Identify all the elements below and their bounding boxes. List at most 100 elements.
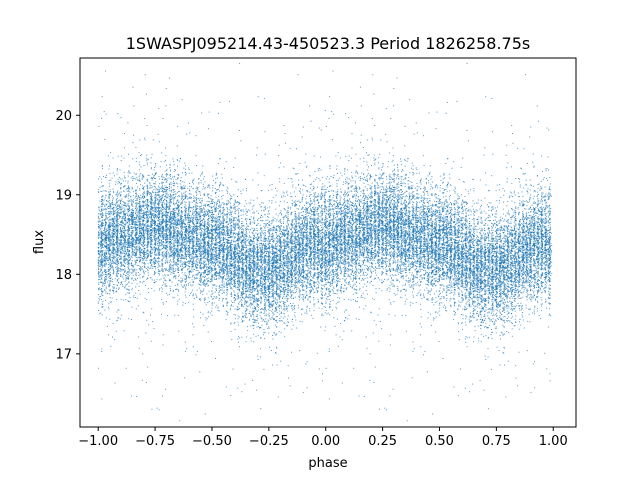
- data-point: [361, 255, 363, 256]
- data-point: [261, 202, 263, 204]
- data-point: [158, 214, 160, 216]
- data-point: [463, 267, 465, 268]
- data-point: [199, 298, 201, 300]
- data-point: [322, 219, 323, 221]
- data-point: [166, 168, 168, 170]
- data-point: [492, 282, 494, 284]
- data-point: [360, 195, 362, 197]
- data-point: [208, 290, 210, 292]
- data-point: [259, 269, 261, 271]
- data-point: [142, 200, 144, 202]
- data-point: [227, 264, 229, 266]
- data-point: [110, 301, 112, 303]
- data-point: [238, 270, 240, 271]
- data-point: [483, 236, 485, 238]
- data-point: [547, 264, 549, 266]
- data-point: [309, 247, 310, 249]
- data-point: [177, 314, 179, 316]
- data-point: [225, 283, 227, 284]
- data-point: [420, 183, 422, 185]
- data-point: [306, 238, 308, 240]
- data-point: [314, 230, 316, 231]
- data-point: [295, 228, 297, 230]
- data-point: [209, 260, 211, 262]
- data-point: [172, 271, 174, 273]
- data-point: [512, 288, 514, 290]
- data-point: [270, 302, 272, 304]
- data-point: [204, 255, 206, 257]
- data-point: [130, 232, 132, 234]
- data-point: [279, 178, 281, 180]
- data-point: [479, 311, 481, 313]
- data-point: [219, 190, 221, 192]
- data-point: [321, 297, 323, 299]
- data-point: [211, 225, 213, 227]
- data-point: [469, 287, 470, 289]
- data-point: [378, 263, 380, 265]
- data-point: [336, 286, 338, 288]
- data-point: [150, 223, 152, 225]
- data-point: [237, 341, 239, 343]
- data-point: [545, 205, 547, 207]
- data-point: [248, 243, 250, 245]
- data-point: [347, 257, 349, 259]
- data-point: [267, 314, 269, 316]
- data-point: [338, 236, 340, 238]
- data-point: [474, 244, 475, 246]
- data-point: [284, 297, 286, 299]
- data-point: [344, 194, 346, 196]
- data-point: [207, 245, 209, 246]
- data-point: [329, 225, 331, 227]
- data-point: [268, 265, 270, 267]
- data-point: [426, 225, 428, 226]
- data-point: [421, 212, 423, 214]
- data-point: [255, 267, 257, 269]
- data-point: [164, 189, 166, 191]
- data-point: [430, 246, 432, 248]
- data-point: [304, 252, 306, 254]
- data-point: [465, 277, 467, 279]
- data-point: [344, 219, 345, 220]
- data-point: [325, 297, 327, 299]
- data-point: [236, 223, 238, 225]
- data-point: [309, 240, 311, 242]
- data-point: [502, 238, 504, 240]
- data-point: [431, 301, 433, 303]
- data-point: [274, 282, 276, 284]
- data-point: [136, 252, 137, 254]
- data-point: [309, 191, 311, 193]
- data-point: [401, 196, 403, 198]
- data-point: [409, 237, 411, 239]
- data-point: [234, 308, 236, 310]
- data-point: [399, 197, 401, 199]
- data-point: [140, 217, 142, 218]
- data-point: [180, 214, 182, 216]
- data-point: [302, 224, 304, 226]
- data-point: [196, 212, 198, 214]
- data-point: [259, 285, 261, 287]
- data-point: [511, 200, 513, 202]
- data-point: [403, 219, 405, 221]
- data-point: [402, 240, 404, 242]
- data-point: [375, 238, 377, 240]
- data-point: [530, 285, 532, 287]
- data-point: [175, 240, 177, 242]
- data-point: [480, 280, 482, 282]
- data-point: [184, 377, 186, 379]
- data-point: [410, 192, 412, 194]
- data-point: [195, 354, 197, 356]
- data-point: [536, 308, 538, 310]
- data-point: [277, 295, 279, 297]
- data-point: [428, 261, 430, 263]
- data-point: [327, 255, 329, 257]
- data-point: [454, 302, 456, 304]
- data-point: [287, 208, 289, 209]
- data-point: [186, 240, 188, 242]
- data-point: [116, 194, 118, 196]
- data-point: [187, 237, 189, 239]
- data-point: [515, 208, 517, 209]
- data-point: [320, 211, 322, 213]
- data-point: [155, 210, 157, 212]
- data-point: [112, 214, 114, 216]
- data-point: [351, 271, 353, 273]
